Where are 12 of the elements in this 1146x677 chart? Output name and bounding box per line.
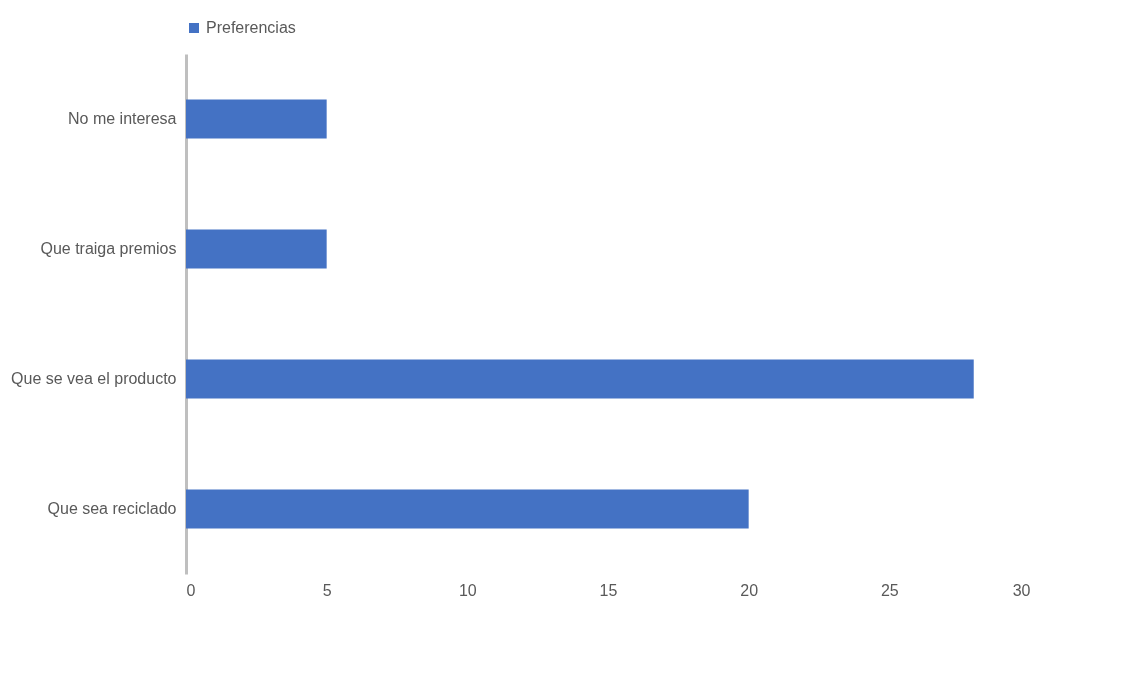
y-tick-label: No me interesa (68, 110, 177, 127)
x-tick-label: 25 (880, 581, 899, 599)
y-tick-label: Que se vea el producto (11, 370, 177, 387)
y-tick-label: Que sea reciclado (47, 500, 177, 517)
x-tick-label: 0 (186, 581, 196, 599)
x-tick-label: 20 (740, 581, 759, 599)
x-tick-label: 5 (322, 581, 332, 599)
x-tick-label: 15 (599, 581, 618, 599)
y-tick-label: Que traiga premios (40, 240, 177, 257)
legend-label: Preferencias (206, 19, 296, 36)
x-tick-label: 30 (1012, 581, 1031, 599)
x-tick-label: 10 (458, 581, 477, 599)
